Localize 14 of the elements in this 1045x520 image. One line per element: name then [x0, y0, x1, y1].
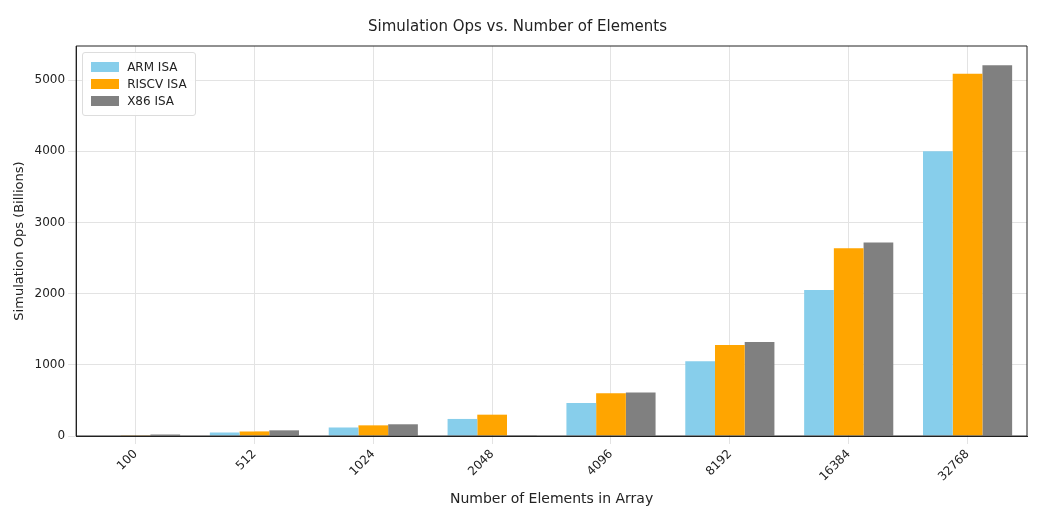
y-axis-title: Simulation Ops (Billions)	[11, 161, 27, 321]
x-tick-label: 512	[232, 446, 259, 473]
legend-label: ARM ISA	[127, 60, 178, 74]
y-tick-label: 2000	[34, 285, 66, 300]
y-tick-label: 3000	[34, 214, 66, 229]
y-tick-label: 1000	[34, 356, 66, 371]
legend-label: RISCV ISA	[127, 77, 187, 91]
y-tick-label: 0	[57, 428, 66, 443]
x-tick-label: 100	[113, 446, 140, 473]
chart-title: Simulation Ops vs. Number of Elements	[368, 16, 668, 35]
y-tick-label: 4000	[34, 143, 66, 158]
x-axis-title: Number of Elements in Array	[449, 490, 654, 507]
legend-label: X86 ISA	[127, 94, 175, 108]
y-tick-label: 5000	[34, 72, 66, 87]
